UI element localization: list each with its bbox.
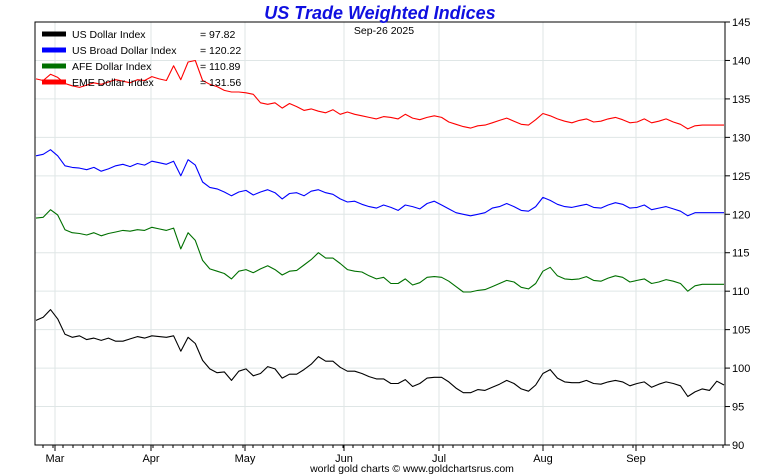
y-tick-label: 105: [732, 325, 750, 337]
y-axis: 90 95 100 105 110 115 120 125 130 135 140 145: [725, 17, 750, 452]
y-tick-label: 120: [732, 209, 750, 221]
y-tick-label: 90: [732, 440, 744, 452]
y-tick-label: 100: [732, 363, 750, 375]
legend-swatch: [42, 31, 66, 37]
series-lines: [35, 59, 725, 398]
x-tick-label: Jun: [335, 453, 353, 465]
legend-value: = 120.22: [200, 45, 241, 57]
legend-value: = 110.89: [200, 61, 241, 73]
date-label: Sep-26 2025: [354, 25, 414, 37]
y-tick-label: 110: [732, 286, 750, 298]
grid: [35, 22, 725, 445]
x-tick-label: Mar: [46, 453, 65, 465]
legend-swatch: [42, 79, 66, 85]
plot-frame: [34, 21, 726, 446]
y-tick-label: 125: [732, 171, 750, 183]
x-tick-label: Apr: [142, 453, 159, 465]
legend-value: = 131.56: [200, 77, 241, 89]
y-tick-label: 140: [732, 55, 750, 67]
legend-swatch: [42, 63, 66, 69]
y-tick-label: 130: [732, 132, 750, 144]
legend-label: US Dollar Index: [72, 29, 146, 41]
legend-swatch: [42, 47, 66, 53]
y-tick-label: 145: [732, 17, 750, 29]
legend-label: EME Dollar Index: [72, 77, 154, 89]
legend-value: = 97.82: [200, 29, 235, 41]
y-tick-label: 115: [732, 248, 750, 260]
x-tick-label: Sep: [626, 453, 646, 465]
x-tick-label: Jul: [432, 453, 446, 465]
y-tick-label: 135: [732, 94, 750, 106]
legend: US Dollar Index = 97.82 US Broad Dollar In…: [42, 29, 241, 89]
legend-label: AFE Dollar Index: [72, 61, 152, 73]
x-tick-label: May: [235, 453, 256, 465]
y-tick-label: 95: [732, 402, 744, 414]
chart-title: US Trade Weighted Indices: [264, 3, 495, 23]
legend-label: US Broad Dollar Index: [72, 45, 177, 57]
x-axis: Mar Apr May Jun Jul Aug Sep: [42, 445, 724, 465]
series-line-3: [35, 59, 724, 130]
series-line-2: [35, 209, 724, 293]
x-tick-label: Aug: [533, 453, 553, 465]
credit-text: world gold charts © www.goldchartsrus.co…: [309, 463, 514, 475]
series-line-1: [35, 149, 724, 217]
series-line-0: [35, 309, 725, 398]
